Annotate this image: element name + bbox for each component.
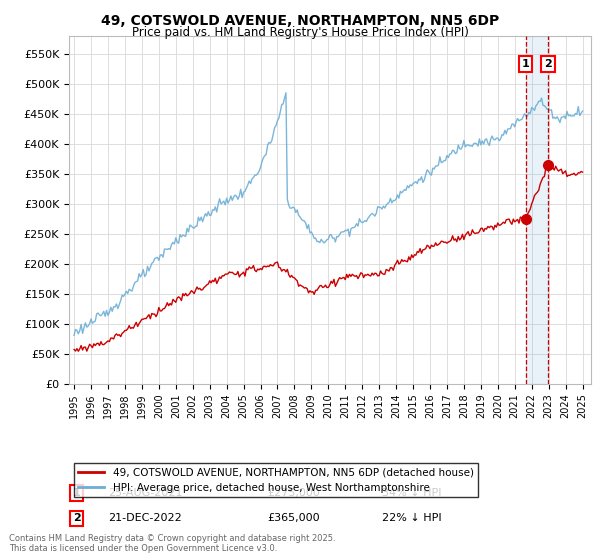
Text: 22% ↓ HPI: 22% ↓ HPI bbox=[382, 514, 442, 523]
Text: 21-DEC-2022: 21-DEC-2022 bbox=[108, 514, 182, 523]
Text: 2: 2 bbox=[544, 59, 552, 69]
Text: Contains HM Land Registry data © Crown copyright and database right 2025.
This d: Contains HM Land Registry data © Crown c… bbox=[9, 534, 335, 553]
Text: Price paid vs. HM Land Registry's House Price Index (HPI): Price paid vs. HM Land Registry's House … bbox=[131, 26, 469, 39]
Text: 34% ↓ HPI: 34% ↓ HPI bbox=[382, 488, 442, 498]
Text: 49, COTSWOLD AVENUE, NORTHAMPTON, NN5 6DP: 49, COTSWOLD AVENUE, NORTHAMPTON, NN5 6D… bbox=[101, 14, 499, 28]
Bar bbox=[526, 36, 548, 384]
Text: £365,000: £365,000 bbox=[268, 514, 320, 523]
Text: 1: 1 bbox=[522, 59, 529, 69]
Legend: 49, COTSWOLD AVENUE, NORTHAMPTON, NN5 6DP (detached house), HPI: Average price, : 49, COTSWOLD AVENUE, NORTHAMPTON, NN5 6D… bbox=[74, 464, 478, 497]
Text: 1: 1 bbox=[73, 488, 81, 498]
Text: 2: 2 bbox=[73, 514, 81, 523]
Text: 25-AUG-2021: 25-AUG-2021 bbox=[108, 488, 182, 498]
Text: £275,000: £275,000 bbox=[268, 488, 320, 498]
